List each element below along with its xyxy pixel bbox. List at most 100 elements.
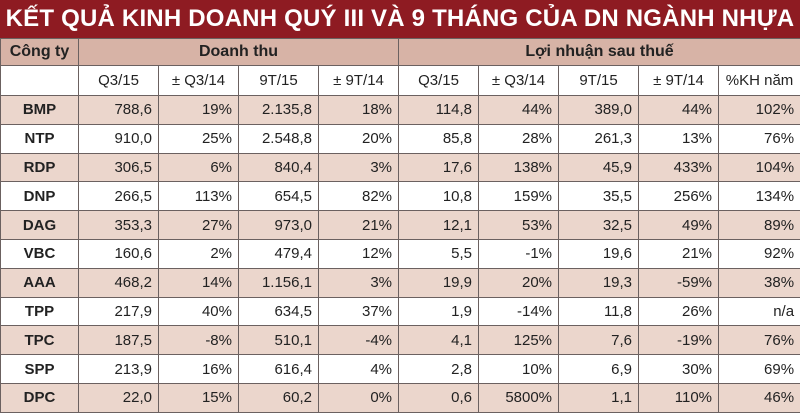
company-cell: SPP <box>1 355 79 384</box>
value-cell: 19,3 <box>559 268 639 297</box>
value-cell: -14% <box>479 297 559 326</box>
value-cell: 433% <box>639 153 719 182</box>
value-cell: 840,4 <box>239 153 319 182</box>
value-cell: 16% <box>159 355 239 384</box>
value-cell: 85,8 <box>399 124 479 153</box>
profit-column-header: 9T/15 <box>559 66 639 96</box>
profit-column-header: Q3/15 <box>399 66 479 96</box>
revenue-column-header: ± 9T/14 <box>319 66 399 96</box>
value-cell: 44% <box>639 96 719 125</box>
value-cell: 46% <box>719 383 800 412</box>
value-cell: 15% <box>159 383 239 412</box>
value-cell: -1% <box>479 239 559 268</box>
company-cell: AAA <box>1 268 79 297</box>
value-cell: 76% <box>719 326 800 355</box>
value-cell: 616,4 <box>239 355 319 384</box>
value-cell: 479,4 <box>239 239 319 268</box>
value-cell: 2,8 <box>399 355 479 384</box>
company-cell: BMP <box>1 96 79 125</box>
value-cell: 266,5 <box>79 182 159 211</box>
value-cell: 82% <box>319 182 399 211</box>
value-cell: 12% <box>319 239 399 268</box>
company-cell: TPC <box>1 326 79 355</box>
value-cell: 37% <box>319 297 399 326</box>
revenue-column-header: 9T/15 <box>239 66 319 96</box>
value-cell: 27% <box>159 211 239 240</box>
value-cell: 1.156,1 <box>239 268 319 297</box>
value-cell: 138% <box>479 153 559 182</box>
value-cell: 134% <box>719 182 800 211</box>
value-cell: 125% <box>479 326 559 355</box>
value-cell: 3% <box>319 153 399 182</box>
value-cell: 160,6 <box>79 239 159 268</box>
value-cell: 114,8 <box>399 96 479 125</box>
company-cell: DAG <box>1 211 79 240</box>
value-cell: 28% <box>479 124 559 153</box>
value-cell: 49% <box>639 211 719 240</box>
value-cell: 6% <box>159 153 239 182</box>
value-cell: 13% <box>639 124 719 153</box>
value-cell: 38% <box>719 268 800 297</box>
value-cell: 1,1 <box>559 383 639 412</box>
value-cell: 2.548,8 <box>239 124 319 153</box>
value-cell: -19% <box>639 326 719 355</box>
profit-column-header: %KH năm <box>719 66 800 96</box>
revenue-column-header: Q3/15 <box>79 66 159 96</box>
value-cell: 20% <box>479 268 559 297</box>
results-table: Công ty Doanh thu Lợi nhuận sau thuế Q3/… <box>0 38 800 413</box>
value-cell: 389,0 <box>559 96 639 125</box>
value-cell: 21% <box>639 239 719 268</box>
value-cell: 6,9 <box>559 355 639 384</box>
value-cell: 18% <box>319 96 399 125</box>
value-cell: 76% <box>719 124 800 153</box>
value-cell: 35,5 <box>559 182 639 211</box>
value-cell: 40% <box>159 297 239 326</box>
value-cell: 19,6 <box>559 239 639 268</box>
value-cell: 2% <box>159 239 239 268</box>
value-cell: 973,0 <box>239 211 319 240</box>
company-cell: RDP <box>1 153 79 182</box>
value-cell: 217,9 <box>79 297 159 326</box>
blank-header-cell <box>1 66 79 96</box>
value-cell: 213,9 <box>79 355 159 384</box>
value-cell: 26% <box>639 297 719 326</box>
value-cell: 12,1 <box>399 211 479 240</box>
value-cell: 60,2 <box>239 383 319 412</box>
revenue-column-header: ± Q3/14 <box>159 66 239 96</box>
value-cell: 92% <box>719 239 800 268</box>
value-cell: 1,9 <box>399 297 479 326</box>
value-cell: 353,3 <box>79 211 159 240</box>
value-cell: 634,5 <box>239 297 319 326</box>
table-title: KẾT QUẢ KINH DOANH QUÝ III VÀ 9 THÁNG CỦ… <box>0 0 800 38</box>
value-cell: 654,5 <box>239 182 319 211</box>
company-cell: VBC <box>1 239 79 268</box>
company-cell: DNP <box>1 182 79 211</box>
profit-column-header: ± 9T/14 <box>639 66 719 96</box>
value-cell: 10,8 <box>399 182 479 211</box>
value-cell: 19,9 <box>399 268 479 297</box>
value-cell: 256% <box>639 182 719 211</box>
profit-group-header: Lợi nhuận sau thuế <box>399 39 800 66</box>
value-cell: 468,2 <box>79 268 159 297</box>
value-cell: 14% <box>159 268 239 297</box>
company-cell: DPC <box>1 383 79 412</box>
value-cell: n/a <box>719 297 800 326</box>
value-cell: 261,3 <box>559 124 639 153</box>
group-header-row: Công ty Doanh thu Lợi nhuận sau thuế <box>1 39 800 66</box>
value-cell: 45,9 <box>559 153 639 182</box>
value-cell: 0% <box>319 383 399 412</box>
value-cell: 4,1 <box>399 326 479 355</box>
value-cell: 44% <box>479 96 559 125</box>
